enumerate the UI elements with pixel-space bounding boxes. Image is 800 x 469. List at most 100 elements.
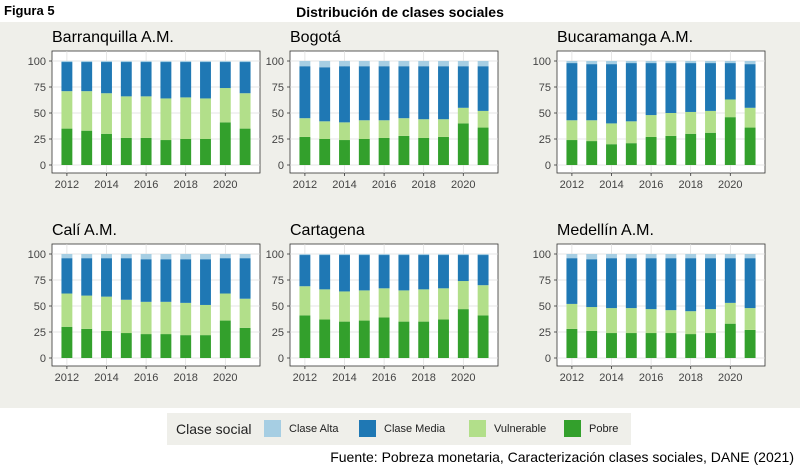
bar-cartagena-2021-pobre	[477, 315, 489, 358]
bar-barranquilla-a-m-2016-vulnerable	[140, 96, 152, 138]
bar-bogota-2021-vulnerable	[477, 110, 489, 128]
bar-medellin-a-m-2020-vulnerable	[724, 302, 736, 324]
legend-label-clase-alta: Clase Alta	[289, 423, 339, 435]
bar-cartagena-2018-pobre	[418, 321, 430, 358]
bar-bogota-2013-vulnerable	[319, 121, 331, 139]
tick-label-y-bogota-1: 25	[272, 134, 284, 146]
tick-label-x-bogota-2020: 2020	[451, 179, 475, 191]
tick-label-x-barranquilla-a-m-2014: 2014	[94, 179, 118, 191]
bar-medellin-a-m-2013-clase-alta	[586, 254, 598, 260]
bar-barranquilla-a-m-2020-clase-alta	[219, 61, 231, 63]
bar-bogota-2016-vulnerable	[378, 120, 390, 138]
bar-bogota-2012-vulnerable	[299, 118, 311, 137]
bar-barranquilla-a-m-2013-clase-media	[81, 62, 93, 92]
bar-barranquilla-a-m-2012-clase-alta	[61, 61, 73, 63]
bar-cartagena-2018-clase-media	[418, 255, 430, 290]
bar-cali-a-m-2019-clase-alta	[200, 254, 211, 260]
tick-label-x-medellin-a-m-2012: 2012	[560, 372, 584, 384]
bar-bogota-2020-clase-alta	[457, 61, 469, 67]
bar-medellin-a-m-2013-pobre	[586, 330, 598, 358]
legend-swatch-pobre	[564, 420, 581, 437]
tick-label-y-bucaramanga-a-m-3: 75	[539, 82, 551, 94]
bar-cartagena-2012-pobre	[299, 315, 311, 358]
bar-bogota-2012-clase-media	[299, 66, 311, 119]
bar-bucaramanga-a-m-2012-clase-alta	[566, 61, 578, 64]
bar-medellin-a-m-2021-clase-alta	[744, 254, 756, 259]
legend-swatch-clase-media	[359, 420, 376, 437]
bar-cartagena-2015-clase-alta	[358, 254, 370, 256]
bar-bogota-2016-pobre	[378, 137, 390, 165]
bar-barranquilla-a-m-2014-pobre	[101, 133, 112, 165]
bar-barranquilla-a-m-2018-clase-alta	[180, 61, 192, 63]
bar-medellin-a-m-2021-pobre	[744, 329, 756, 358]
tick-label-x-cali-a-m-2016: 2016	[134, 372, 158, 384]
bar-barranquilla-a-m-2014-clase-media	[101, 62, 112, 94]
tick-label-x-cartagena-2012: 2012	[293, 372, 317, 384]
bar-cartagena-2021-clase-media	[477, 255, 489, 286]
legend-swatch-vulnerable	[469, 420, 486, 437]
bar-cartagena-2014-clase-alta	[339, 254, 350, 256]
bar-medellin-a-m-2019-pobre	[705, 333, 716, 358]
bar-bogota-2019-vulnerable	[438, 119, 449, 137]
bar-barranquilla-a-m-2021-clase-alta	[239, 61, 251, 63]
bar-medellin-a-m-2012-clase-media	[566, 258, 578, 304]
bar-cartagena-2016-clase-alta	[378, 254, 390, 256]
bar-cali-a-m-2017-clase-alta	[160, 254, 172, 260]
bar-barranquilla-a-m-2016-clase-alta	[140, 61, 152, 63]
bar-bucaramanga-a-m-2018-clase-alta	[685, 61, 697, 64]
tick-label-y-cali-a-m-3: 75	[34, 275, 46, 287]
legend-title: Clase social	[176, 421, 252, 437]
tick-label-x-bucaramanga-a-m-2016: 2016	[639, 179, 663, 191]
bar-bogota-2012-pobre	[299, 136, 311, 165]
bar-bucaramanga-a-m-2012-clase-media	[566, 63, 578, 121]
bar-cartagena-2019-clase-alta	[438, 254, 449, 256]
bar-medellin-a-m-2015-vulnerable	[625, 308, 637, 334]
tick-label-y-bucaramanga-a-m-4: 100	[533, 56, 551, 68]
tick-label-x-cali-a-m-2020: 2020	[213, 372, 237, 384]
bar-bogota-2021-clase-alta	[477, 61, 489, 67]
legend-label-vulnerable: Vulnerable	[494, 423, 547, 435]
bar-medellin-a-m-2016-vulnerable	[645, 309, 657, 334]
bar-bucaramanga-a-m-2019-clase-alta	[705, 61, 716, 64]
panel-title-medellin-a-m: Medellín A.M.	[557, 222, 654, 239]
bar-cali-a-m-2018-vulnerable	[180, 302, 192, 336]
bar-barranquilla-a-m-2020-vulnerable	[219, 88, 231, 123]
tick-label-y-cali-a-m-4: 100	[28, 249, 46, 261]
bar-cali-a-m-2018-clase-alta	[180, 254, 192, 260]
bar-medellin-a-m-2015-pobre	[625, 333, 637, 358]
bar-bucaramanga-a-m-2017-clase-media	[665, 63, 677, 113]
bar-bogota-2020-clase-media	[457, 66, 469, 108]
bar-medellin-a-m-2018-vulnerable	[685, 311, 697, 335]
panel-cali-a-m: Calí A.M. 0 25 50 75 100 2012 2014 2016 2018 2020	[28, 222, 261, 384]
tick-label-x-bucaramanga-a-m-2020: 2020	[718, 179, 742, 191]
bar-bogota-2016-clase-media	[378, 66, 390, 121]
bar-bucaramanga-a-m-2021-pobre	[744, 127, 756, 165]
bar-medellin-a-m-2017-pobre	[665, 333, 677, 358]
bar-bucaramanga-a-m-2016-clase-alta	[645, 61, 657, 64]
bar-bucaramanga-a-m-2021-vulnerable	[744, 107, 756, 128]
bar-bucaramanga-a-m-2014-vulnerable	[606, 123, 617, 145]
bar-cartagena-2020-vulnerable	[457, 281, 469, 310]
bar-bucaramanga-a-m-2015-clase-media	[625, 63, 637, 122]
bar-cali-a-m-2020-vulnerable	[219, 293, 231, 321]
bar-barranquilla-a-m-2015-clase-alta	[120, 61, 132, 63]
source-note: Fuente: Pobreza monetaria, Caracterizaci…	[330, 449, 794, 465]
tick-label-y-medellin-a-m-4: 100	[533, 249, 551, 261]
bar-bucaramanga-a-m-2020-clase-alta	[724, 61, 736, 64]
bar-bogota-2019-clase-media	[438, 66, 449, 120]
bar-cartagena-2013-vulnerable	[319, 289, 331, 320]
tick-label-x-bogota-2018: 2018	[411, 179, 435, 191]
panel-cartagena: Cartagena 0 25 50 75 100 2012 2014 2016 2018 2020	[266, 222, 499, 384]
bar-bogota-2018-clase-media	[418, 66, 430, 120]
bar-medellin-a-m-2016-clase-alta	[645, 254, 657, 259]
bar-bucaramanga-a-m-2013-clase-alta	[586, 61, 598, 65]
tick-label-y-cali-a-m-2: 50	[34, 301, 46, 313]
bar-cartagena-2012-clase-media	[299, 255, 311, 287]
tick-label-x-cartagena-2020: 2020	[451, 372, 475, 384]
bar-bucaramanga-a-m-2020-clase-media	[724, 63, 736, 100]
tick-label-x-cali-a-m-2012: 2012	[55, 372, 79, 384]
bar-bogota-2014-vulnerable	[339, 122, 350, 141]
bar-bogota-2020-pobre	[457, 123, 469, 165]
bar-barranquilla-a-m-2018-pobre	[180, 139, 192, 165]
tick-label-x-barranquilla-a-m-2018: 2018	[173, 179, 197, 191]
